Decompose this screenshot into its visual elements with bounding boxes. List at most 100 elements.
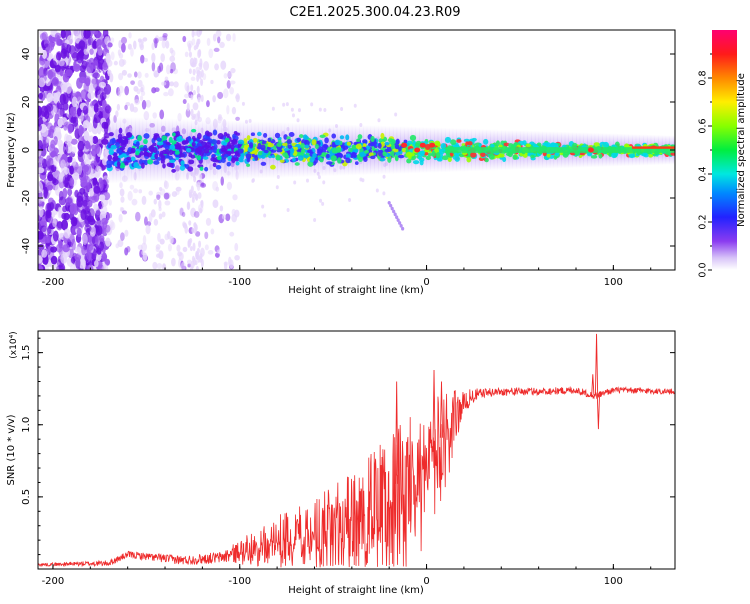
spectrogram-scatter-blob (163, 192, 170, 200)
spectrogram-x-tick-label: -100 (228, 277, 251, 288)
spectrogram-noise-blob (58, 240, 63, 249)
spectrogram-noise-blob (40, 225, 47, 233)
spectrogram-band-dot (356, 138, 361, 143)
spectrogram-noise-blob (56, 38, 61, 46)
spectrogram-streak-blob (190, 265, 194, 270)
spectrogram-scatter-blob (118, 58, 125, 67)
spectrogram-noise-blob (98, 81, 106, 88)
spectrogram-band-dot (172, 132, 176, 137)
figure-title: C2E1.2025.300.04.23.R09 (289, 5, 460, 20)
spectrogram-scatter-blob (177, 251, 183, 257)
spectrogram-band-dot (449, 139, 457, 145)
spectrogram-band-dot (307, 161, 314, 167)
spectrogram-band-dot (243, 137, 248, 145)
spectrogram-scatter-blob (165, 64, 171, 75)
spectrogram-band-dot (275, 154, 281, 161)
spectrogram-streak-blob (198, 48, 202, 57)
spectrogram-noise-blob (102, 149, 109, 159)
spectrogram-noise-blob (62, 175, 70, 186)
spectrogram-scatter-blob (141, 242, 148, 252)
spectrogram-band-dot (248, 142, 254, 149)
spectrogram-scatter-blob (157, 65, 162, 74)
spectrogram-scatter-blob (212, 95, 216, 103)
spectrogram-band-dot (334, 139, 341, 146)
spectrogram-noise-blob (62, 187, 68, 199)
spectrogram-band-dot (162, 163, 166, 169)
spectrogram-band-dot (153, 135, 158, 141)
spectrogram-band-dot (231, 138, 238, 145)
spectrogram-sparse-blob (251, 178, 255, 183)
spectrogram-noise-blob (78, 49, 85, 59)
spectrogram-band-dot (221, 148, 226, 153)
spectrogram-scatter-blob (133, 188, 139, 194)
spectrogram-noise-blob (92, 135, 99, 145)
spectrogram-band-dot (397, 154, 405, 159)
snr-x-label: Height of straight line (km) (288, 585, 424, 596)
spectrogram-band-dot (297, 155, 304, 161)
snr-spike (591, 374, 595, 396)
spectrogram-noise-blob (103, 83, 112, 95)
spectrogram-scatter-blob (118, 72, 124, 81)
snr-x-tick-label: 100 (604, 576, 623, 587)
spectrogram-noise-blob (52, 230, 59, 242)
spectrogram-band-dot (389, 140, 396, 145)
spectrogram-streak-blob (199, 207, 203, 214)
spectrogram-scatter-blob (226, 181, 233, 191)
spectrogram-band-dot (345, 153, 351, 159)
spectrogram-noise-blob (83, 30, 91, 39)
spectrogram-scatter-blob (212, 181, 219, 191)
spectrogram-scatter-blob (116, 103, 121, 111)
spectrogram-noise-blob (87, 37, 94, 46)
spectrogram-noise-blob (55, 220, 63, 231)
spectrogram-noise-blob (93, 203, 99, 211)
spectrogram-noise-blob (82, 199, 88, 207)
spectrogram-band-dot (317, 149, 323, 156)
spectrogram-sparse-blob (275, 185, 279, 190)
spectrogram-band-dot (346, 141, 352, 146)
spectrogram-band-dot (359, 147, 364, 153)
spectrogram-band-dot (282, 152, 289, 158)
spectrogram-band-dot (110, 144, 117, 150)
spectrogram-scatter-blob (137, 244, 143, 251)
spectrogram-band-dot (380, 132, 385, 140)
spectrogram-noise-blob (88, 187, 94, 197)
spectrogram-band-dot (154, 153, 159, 159)
snr-scale-label: (x10⁴) (9, 331, 19, 358)
spectrogram-band-dot (106, 163, 113, 169)
spectrogram-band-dot (312, 152, 317, 159)
spectrogram-scatter-blob (127, 43, 132, 50)
spectrogram-scatter-blob (144, 216, 148, 226)
spectrogram-scatter-blob (144, 72, 149, 78)
snr-x-axis: -200 -100 0 100 (42, 564, 652, 587)
spectrogram-scatter-blob (175, 190, 180, 196)
spectrogram-band-dot (133, 162, 139, 169)
spectrogram-scatter-blob (234, 254, 240, 261)
spectrogram-band-dot (211, 139, 218, 145)
spectrogram-band-dot (130, 147, 136, 153)
spectrogram-scatter-blob (130, 80, 135, 85)
spectrogram-band-dot (263, 132, 268, 138)
spectrogram-noise-blob (69, 203, 78, 215)
spectrogram-sparse-blob (310, 102, 314, 107)
spectrogram-band-dot (121, 153, 127, 158)
spectrogram-noise-blob (58, 59, 65, 67)
spectrogram-band-dot (339, 135, 345, 140)
spectrogram-noise-blob (57, 139, 64, 148)
spectrogram-noise-blob (38, 264, 44, 270)
spectrogram-band-dot (166, 162, 174, 168)
spectrogram-streak-blob (193, 222, 197, 230)
spectrogram-sparse-blob (291, 113, 295, 118)
spectrogram-scatter-blob (135, 211, 141, 222)
spectrogram-scatter-blob (141, 99, 147, 110)
spectrogram-scatter-blob (162, 32, 168, 38)
spectrogram-trail-dot (389, 203, 393, 208)
spectrogram-band-dot (302, 134, 308, 140)
spectrogram-scatter-blob (170, 62, 176, 72)
spectrogram-band-dot (370, 135, 375, 142)
spectrogram-band-dot (220, 157, 226, 164)
spectrogram-band-dot (425, 155, 432, 161)
spectrogram-noise-blob (60, 48, 67, 59)
spectrogram-band-dot (203, 144, 210, 149)
spectrogram-band-dot (176, 143, 182, 149)
spectrogram-band-dot (206, 132, 213, 137)
